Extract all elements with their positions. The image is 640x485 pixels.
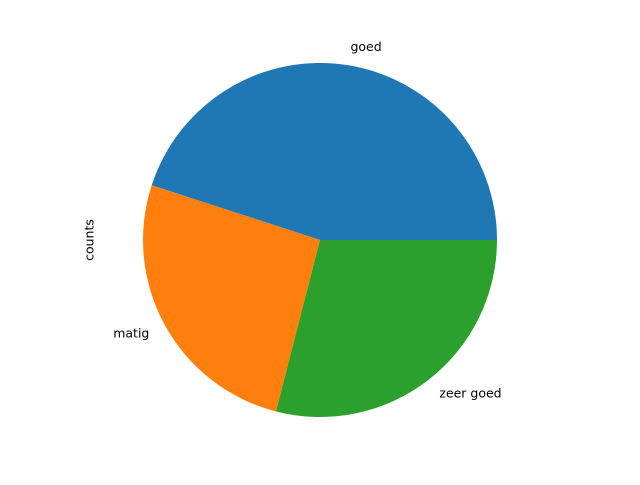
pie-slice-zeer-goed xyxy=(275,240,497,417)
pie-labels: goed matig zeer goed xyxy=(113,39,501,400)
pie-label-matig: matig xyxy=(113,325,149,340)
pie-label-goed: goed xyxy=(350,39,381,54)
pie-slices xyxy=(142,62,497,417)
pie-slice-goed xyxy=(151,62,497,240)
pie-label-zeer-goed: zeer goed xyxy=(439,385,501,400)
pie-slice-matig xyxy=(142,185,320,412)
y-axis-label: counts xyxy=(82,219,97,261)
